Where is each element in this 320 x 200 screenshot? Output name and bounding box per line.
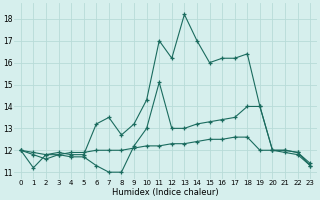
X-axis label: Humidex (Indice chaleur): Humidex (Indice chaleur) [112,188,219,197]
